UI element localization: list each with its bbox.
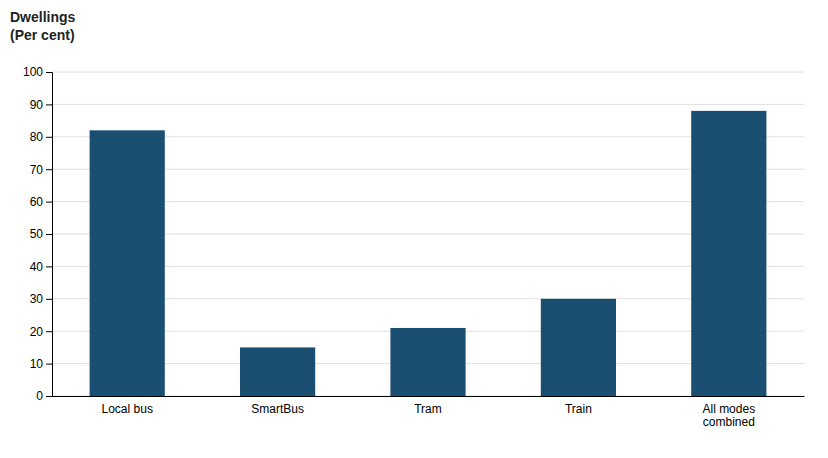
- y-tick: 10: [30, 357, 52, 371]
- y-tick-label: 10: [30, 357, 44, 371]
- x-axis: Local bus SmartBus Tram Train All modescombi…: [53, 396, 805, 429]
- x-tick-label-line: Train: [565, 402, 592, 416]
- y-tick-mark: [46, 299, 52, 300]
- y-tick-label: 30: [30, 292, 44, 306]
- y-tick-label: 40: [30, 260, 44, 274]
- x-tick: SmartBus: [251, 396, 304, 416]
- x-tick-label-line: SmartBus: [251, 402, 304, 416]
- y-axis-line: [46, 73, 53, 397]
- y-tick-mark: [46, 202, 52, 203]
- y-tick: 20: [30, 325, 52, 339]
- x-tick: All modescombined: [702, 396, 755, 429]
- y-tick-label: 70: [30, 163, 44, 177]
- x-tick-label-line: Tram: [414, 402, 442, 416]
- y-tick-mark: [46, 266, 52, 267]
- y-tick: 50: [30, 227, 52, 241]
- y-tick-mark: [46, 331, 52, 332]
- x-tick: Local bus: [102, 396, 153, 416]
- y-tick: 0: [36, 389, 52, 403]
- x-tick-label: SmartBus: [251, 402, 304, 416]
- x-tick-label-line: combined: [703, 415, 755, 429]
- y-tick-label: 0: [36, 389, 43, 403]
- y-tick-mark: [46, 169, 52, 170]
- y-tick-mark: [46, 364, 52, 365]
- bars: [90, 111, 767, 396]
- y-tick: 90: [30, 98, 52, 112]
- y-axis-title-line: Dwellings: [10, 9, 76, 25]
- bar: [691, 111, 766, 396]
- y-tick-label: 50: [30, 227, 44, 241]
- x-tick-label: All modescombined: [702, 402, 755, 430]
- y-tick-mark: [46, 72, 52, 73]
- bar: [90, 130, 165, 396]
- y-tick-label: 20: [30, 325, 44, 339]
- y-tick-mark: [46, 234, 52, 235]
- y-axis-title: Dwellings (Per cent): [10, 9, 76, 43]
- bar: [390, 328, 465, 396]
- y-tick-label: 100: [23, 65, 43, 79]
- x-tick: Tram: [414, 396, 442, 416]
- x-axis-line: [53, 396, 805, 397]
- y-tick-label: 80: [30, 130, 44, 144]
- x-tick-label: Local bus: [102, 402, 153, 416]
- x-tick-label: Tram: [414, 402, 442, 416]
- y-tick-mark: [46, 396, 52, 397]
- y-axis-title-line: (Per cent): [10, 27, 75, 43]
- y-axis: 0 10 20 30 40 50 60 70 80 90 100: [23, 65, 53, 403]
- bar: [240, 347, 315, 396]
- y-tick-label: 60: [30, 195, 44, 209]
- y-tick: 60: [30, 195, 52, 209]
- x-tick-label-line: All modes: [702, 402, 755, 416]
- y-tick-label: 90: [30, 98, 44, 112]
- y-tick: 80: [30, 130, 52, 144]
- y-tick-mark: [46, 137, 52, 138]
- x-tick: Train: [565, 396, 592, 416]
- y-tick: 70: [30, 163, 52, 177]
- y-tick: 100: [23, 65, 52, 79]
- x-tick-label: Train: [565, 402, 592, 416]
- chart: 0 10 20 30 40 50 60 70 80 90 100 Local bus SmartBus T…: [0, 0, 828, 458]
- y-tick: 30: [30, 292, 52, 306]
- grid-line: [52, 104, 804, 105]
- x-tick-label-line: Local bus: [102, 402, 153, 416]
- grid: [52, 72, 804, 396]
- y-tick-mark: [46, 104, 52, 105]
- plot-area: 0 10 20 30 40 50 60 70 80 90 100 Local bus SmartBus T…: [23, 65, 805, 429]
- grid-line: [52, 72, 804, 73]
- bar: [541, 299, 616, 396]
- y-tick: 40: [30, 260, 52, 274]
